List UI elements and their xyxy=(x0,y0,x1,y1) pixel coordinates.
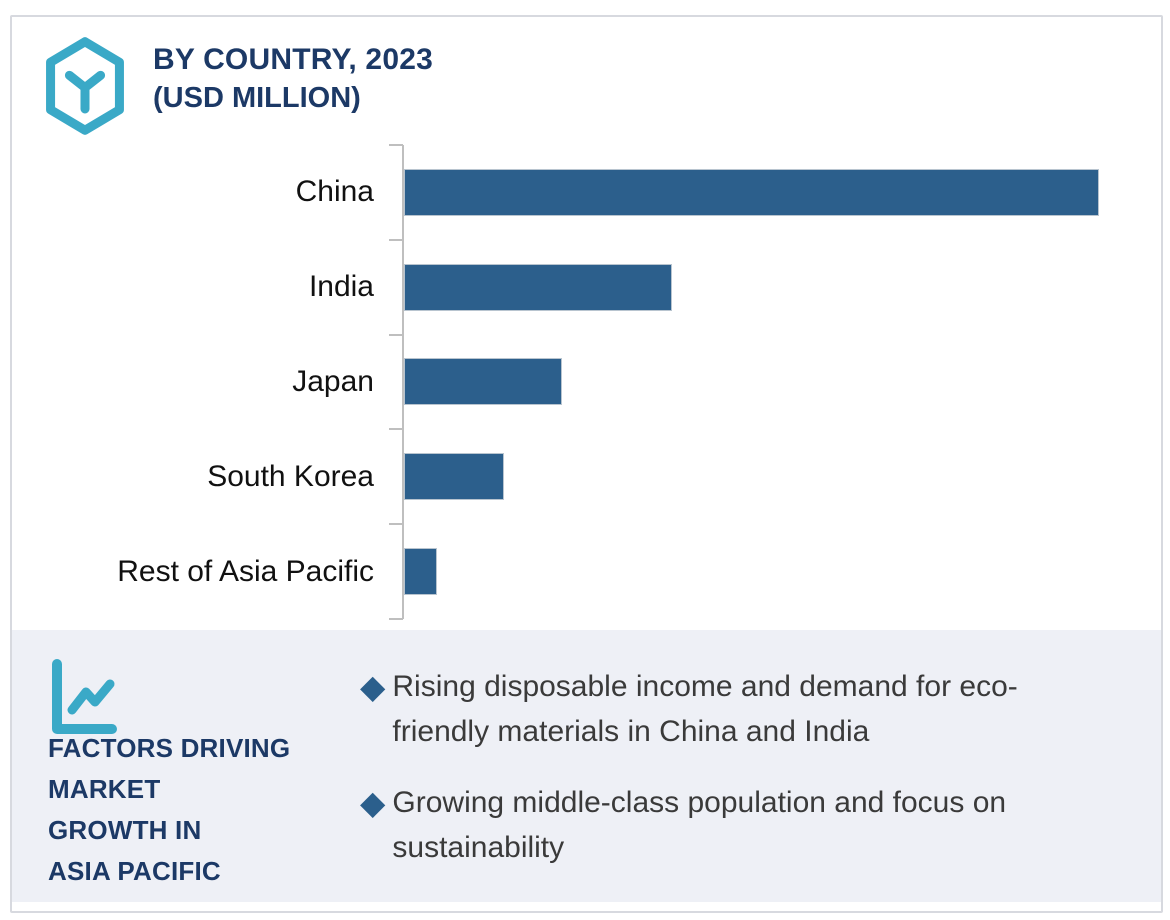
factors-bullet-list: ◆ Rising disposable income and demand fo… xyxy=(360,664,1100,896)
factors-heading: FACTORS DRIVING MARKET GROWTH IN ASIA PA… xyxy=(48,728,290,892)
diamond-bullet-icon: ◆ xyxy=(360,783,386,822)
axis-tick xyxy=(389,428,403,431)
line-chart-icon xyxy=(50,658,118,736)
axis-tick xyxy=(389,144,403,146)
chart-title-line2: (USD MILLION) xyxy=(153,82,361,114)
bullet-text: Rising disposable income and demand for … xyxy=(392,670,1018,748)
chart-title: BY COUNTRY, 2023 (USD MILLION) xyxy=(153,41,433,117)
bar xyxy=(404,548,437,596)
bar-label: Japan xyxy=(292,364,374,398)
chart-title-line1: BY COUNTRY, 2023 xyxy=(153,43,433,76)
bar xyxy=(404,168,1099,216)
factors-heading-line4: ASIA PACIFIC xyxy=(48,856,221,886)
factors-heading-line1: FACTORS DRIVING xyxy=(48,733,291,763)
factors-heading-line3: GROWTH IN xyxy=(48,815,202,845)
bar xyxy=(404,453,504,501)
hexagon-cube-logo-icon xyxy=(44,36,126,136)
bar-label: Rest of Asia Pacific xyxy=(117,554,374,588)
bar-label: China xyxy=(295,175,374,209)
bar-row: Japan xyxy=(0,335,1170,430)
diamond-bullet-icon: ◆ xyxy=(360,667,386,706)
bullet-item: ◆ Growing middle-class population and fo… xyxy=(360,780,1100,870)
bar-row: India xyxy=(0,240,1170,335)
bar-label: South Korea xyxy=(207,459,374,493)
axis-tick xyxy=(389,333,403,336)
bar-label: India xyxy=(308,270,374,304)
bar-row: South Korea xyxy=(0,429,1170,524)
factors-panel xyxy=(12,630,1161,902)
bar xyxy=(404,263,672,311)
bar-row: Rest of Asia Pacific xyxy=(0,524,1170,619)
bar xyxy=(404,358,562,406)
axis-tick xyxy=(389,238,403,241)
bar-row: China xyxy=(0,145,1170,240)
bullet-item: ◆ Rising disposable income and demand fo… xyxy=(360,664,1100,754)
axis-tick xyxy=(389,618,403,620)
bar-chart: China India Japan South Korea Rest of As… xyxy=(0,144,1170,620)
y-axis-line xyxy=(402,145,404,619)
factors-heading-line2: MARKET xyxy=(48,774,161,804)
axis-tick xyxy=(389,523,403,526)
bullet-text: Growing middle-class population and focu… xyxy=(392,786,1007,864)
